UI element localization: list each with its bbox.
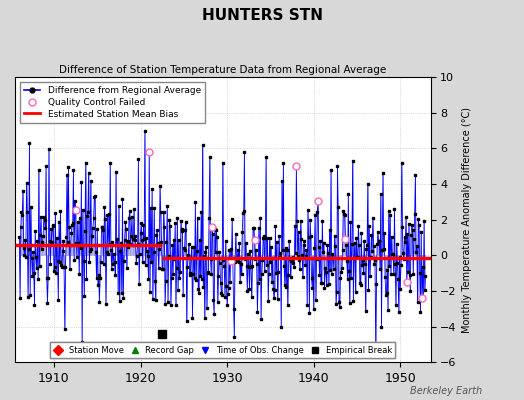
Text: Berkeley Earth: Berkeley Earth [410, 386, 482, 396]
Y-axis label: Monthly Temperature Anomaly Difference (°C): Monthly Temperature Anomaly Difference (… [462, 107, 472, 333]
Title: Difference of Station Temperature Data from Regional Average: Difference of Station Temperature Data f… [59, 65, 386, 75]
Legend: Station Move, Record Gap, Time of Obs. Change, Empirical Break: Station Move, Record Gap, Time of Obs. C… [50, 342, 395, 358]
Text: HUNTERS STN: HUNTERS STN [202, 8, 322, 23]
